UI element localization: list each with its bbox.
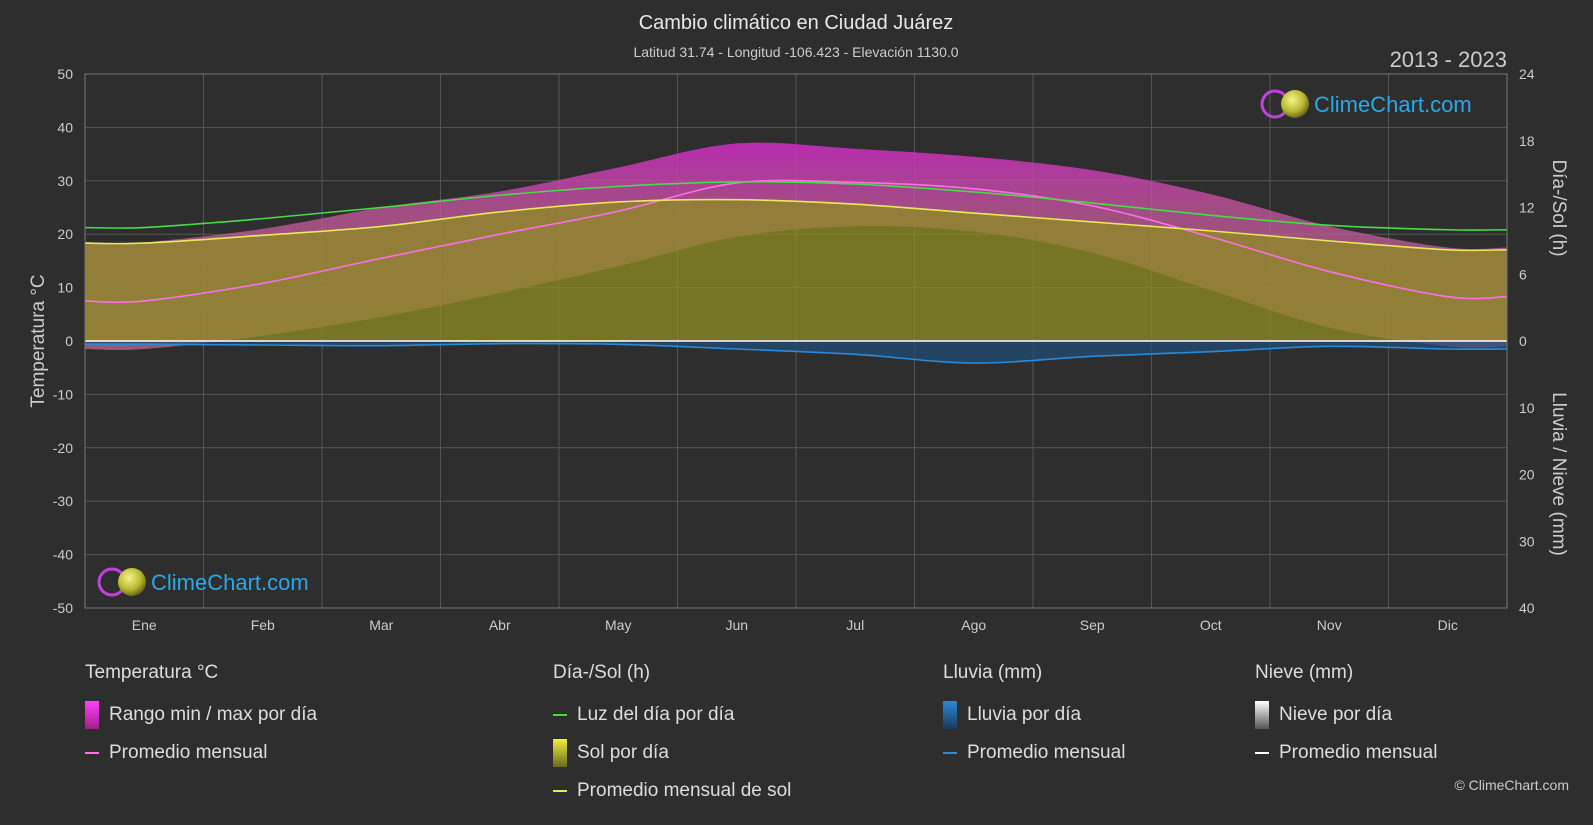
month-label: May	[605, 617, 631, 633]
series-line	[84, 179, 1508, 304]
temp-avg-swatch	[85, 752, 99, 754]
temp-range-swatch	[85, 701, 99, 729]
legend-item: Promedio mensual	[1255, 734, 1437, 772]
brand-logo-top: ClimeChart.com	[1260, 89, 1472, 119]
month-label: Jul	[846, 617, 864, 633]
rain-avg-swatch	[943, 752, 957, 754]
daylight-swatch	[553, 714, 567, 716]
legend-item: Lluvia por día	[943, 696, 1125, 734]
right-axis-ticks: 24 18 12 6 0 10 20 30 40	[1519, 66, 1535, 616]
legend-item: Rango min / max por día	[85, 696, 317, 734]
left-tick-label: -30	[53, 493, 73, 509]
right-tick-label: 0	[1519, 333, 1527, 349]
rain-band	[85, 341, 1507, 364]
legend-rain: Lluvia (mm) Lluvia por día Promedio mens…	[943, 662, 1125, 772]
legend-label: Sol por día	[577, 742, 669, 763]
series-line	[84, 342, 1508, 364]
right-tick-label: 18	[1519, 133, 1535, 149]
left-tick-label: 10	[57, 280, 73, 296]
legend-snow-title: Nieve (mm)	[1255, 662, 1354, 683]
series-line	[84, 198, 1508, 252]
legend-item: Nieve por día	[1255, 696, 1437, 734]
month-label: Sep	[1080, 617, 1105, 633]
right-tick-label: 30	[1519, 533, 1535, 549]
right-axis-bottom-title: Lluvia / Nieve (mm)	[1548, 392, 1569, 556]
legend-sun: Día-/Sol (h) Luz del día por día Sol por…	[553, 662, 791, 810]
snow-avg-swatch	[1255, 752, 1269, 754]
left-tick-label: 50	[57, 66, 73, 82]
brand-text-top: ClimeChart.com	[1314, 92, 1472, 117]
right-tick-label: 40	[1519, 600, 1535, 616]
series-lines	[84, 179, 1508, 364]
year-range: 2013 - 2023	[1390, 47, 1507, 72]
legend-label: Lluvia por día	[967, 704, 1082, 725]
legend-temperature-title: Temperatura °C	[85, 662, 219, 683]
left-axis-title: Temperatura °C	[28, 274, 49, 407]
snow-swatch	[1255, 701, 1269, 729]
legend-item: Luz del día por día	[553, 696, 791, 734]
month-label: Ene	[132, 617, 157, 633]
legend-label: Promedio mensual	[967, 742, 1126, 763]
right-tick-label: 12	[1519, 200, 1535, 216]
logo-globe-icon	[118, 568, 146, 596]
legend-snow: Nieve (mm) Nieve por día Promedio mensua…	[1255, 662, 1437, 772]
month-label: Feb	[251, 617, 275, 633]
legend-label: Rango min / max por día	[109, 704, 318, 725]
month-label: Abr	[489, 617, 511, 633]
legend-sun-title: Día-/Sol (h)	[553, 662, 651, 683]
series-line	[84, 181, 1508, 231]
chart-subtitle: Latitud 31.74 - Longitud -106.423 - Elev…	[633, 44, 958, 60]
right-tick-label: 10	[1519, 400, 1535, 416]
left-tick-label: 40	[57, 119, 73, 135]
logo-globe-icon	[1281, 90, 1309, 118]
legend-label: Promedio mensual	[1279, 742, 1438, 763]
legend-item: Promedio mensual de sol	[553, 772, 791, 810]
left-tick-label: -20	[53, 440, 73, 456]
month-label: Jun	[725, 617, 748, 633]
month-labels: Ene Feb Mar Abr May Jun Jul Ago Sep Oct Nov Dic	[132, 617, 1458, 633]
legend-item: Promedio mensual	[943, 734, 1125, 772]
right-tick-label: 24	[1519, 66, 1535, 82]
rain-bars	[85, 341, 1507, 364]
sun-swatch	[553, 739, 567, 767]
sunshine-band	[85, 199, 1507, 341]
left-tick-label: -40	[53, 547, 73, 563]
legend-rain-title: Lluvia (mm)	[943, 662, 1043, 683]
brand-text-bottom: ClimeChart.com	[151, 570, 309, 595]
month-label: Ago	[961, 617, 986, 633]
left-tick-label: 0	[65, 333, 73, 349]
legend-temperature: Temperatura °C Rango min / max por día P…	[85, 662, 317, 772]
left-tick-label: -10	[53, 386, 73, 402]
left-tick-label: -50	[53, 600, 73, 616]
rain-swatch	[943, 701, 957, 729]
left-tick-label: 30	[57, 173, 73, 189]
legend-item: Promedio mensual	[85, 734, 317, 772]
legend-label: Luz del día por día	[577, 704, 735, 725]
month-label: Dic	[1438, 617, 1458, 633]
chart-title: Cambio climático en Ciudad Juárez	[639, 12, 954, 34]
legend-label: Promedio mensual de sol	[577, 780, 792, 801]
sunshine-area	[85, 199, 1507, 341]
legend-item: Sol por día	[553, 734, 791, 772]
brand-logo-bottom: ClimeChart.com	[97, 567, 309, 597]
plot-frame	[84, 73, 1508, 609]
climate-chart: Cambio climático en Ciudad Juárez Latitu…	[28, 12, 1569, 633]
legend-label: Promedio mensual	[109, 742, 268, 763]
right-tick-label: 20	[1519, 467, 1535, 483]
copyright: © ClimeChart.com	[1454, 777, 1569, 793]
right-axis-top-title: Día-/Sol (h)	[1548, 159, 1569, 256]
right-tick-label: 6	[1519, 266, 1527, 282]
left-axis-ticks: 50 40 30 20 10 0 -10 -20 -30 -40 -50	[53, 66, 73, 616]
left-tick-label: 20	[57, 226, 73, 242]
sun-avg-swatch	[553, 790, 567, 792]
legend-label: Nieve por día	[1279, 704, 1393, 725]
month-label: Oct	[1200, 617, 1222, 633]
month-label: Nov	[1317, 617, 1342, 633]
month-label: Mar	[369, 617, 393, 633]
